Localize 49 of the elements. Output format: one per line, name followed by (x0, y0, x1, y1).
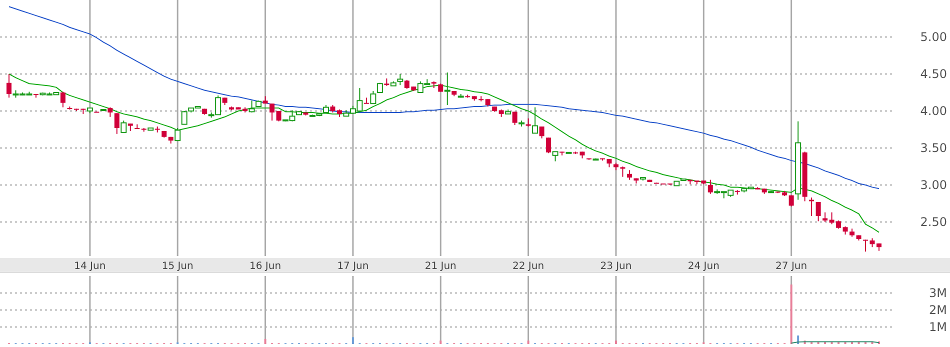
x-tick-label: 14 Jun (74, 261, 106, 272)
candlestick (532, 106, 538, 134)
candlestick (816, 201, 821, 222)
candlestick (626, 170, 632, 180)
candlestick (364, 97, 369, 104)
candlestick (863, 239, 868, 252)
y-tick-label: 2M (929, 303, 947, 317)
y-tick-label: 4.50 (920, 66, 947, 81)
candlestick (174, 128, 181, 142)
candlestick (444, 72, 450, 106)
bar (440, 340, 442, 344)
y-tick-label: 5.00 (920, 30, 947, 44)
x-tick-label: 23 Jun (600, 261, 632, 272)
y-tick-label: 3.00 (920, 178, 947, 192)
candlestick (270, 103, 275, 122)
y-tick-label: 3M (929, 286, 947, 300)
x-tick-label: 15 Jun (162, 261, 194, 272)
candlestick (822, 212, 828, 222)
line-series (8, 73, 880, 233)
candlestick (60, 91, 66, 108)
y-tick-label: 1M (929, 320, 947, 334)
candlestick (114, 112, 120, 134)
candlestick (120, 120, 127, 133)
candlestick (552, 151, 558, 162)
candlestick (539, 126, 544, 139)
y-tick-label: 4.00 (920, 104, 947, 118)
x-tick-label: 24 Jun (688, 261, 720, 272)
bar (264, 338, 266, 344)
bar (790, 284, 792, 344)
candlestick (248, 100, 255, 113)
bar (527, 340, 530, 344)
candlestick (708, 179, 713, 194)
x-tick-label: 16 Jun (250, 261, 282, 272)
x-tick-label: 27 Jun (776, 261, 808, 272)
candlestick (546, 137, 552, 154)
bar (614, 340, 617, 344)
x-tick-label: 22 Jun (512, 261, 544, 272)
candlestick (108, 106, 113, 118)
y-tick-label: 2.50 (920, 214, 947, 229)
x-tick-label: 17 Jun (337, 261, 369, 272)
bar (352, 337, 354, 344)
candlestick (397, 73, 404, 86)
candlestick (6, 73, 12, 98)
x-tick-label: 21 Jun (424, 261, 456, 272)
candlestick (370, 90, 376, 104)
candlestick (620, 166, 626, 178)
candlestick (512, 111, 518, 126)
y-tick-label: 3.50 (920, 140, 947, 155)
line-series (8, 6, 880, 190)
